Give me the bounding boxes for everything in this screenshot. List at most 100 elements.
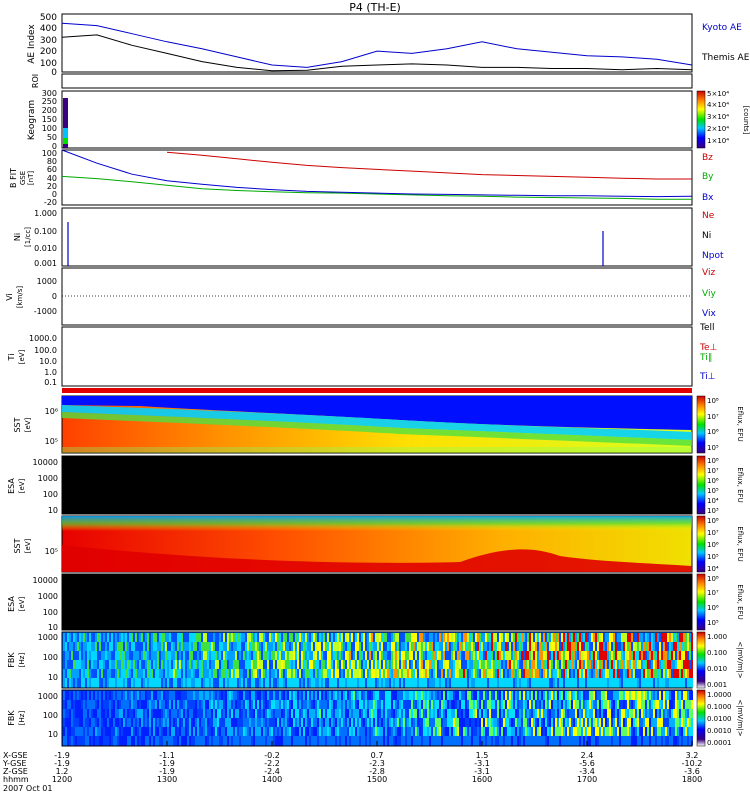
spectrogram-cell [589, 669, 591, 679]
spectrogram-cell [599, 669, 601, 679]
spectrogram-cell [465, 700, 467, 710]
spectrogram-cell [601, 642, 603, 652]
spectrogram-cell [591, 669, 593, 679]
spectrogram-cell [175, 642, 177, 652]
spectrogram-cell [565, 678, 567, 688]
spectrogram-cell [335, 718, 337, 728]
spectrogram-cell [127, 727, 129, 737]
spectrogram-cell [415, 660, 417, 670]
spectrogram-cell [487, 651, 489, 661]
spectrogram-cell [187, 727, 189, 737]
spectrogram-cell [359, 718, 361, 728]
spectrogram-cell [515, 709, 517, 719]
spectrogram-cell [237, 709, 239, 719]
spectrogram-cell [73, 669, 75, 679]
spectrogram-cell [621, 718, 623, 728]
spectrogram-cell [567, 709, 569, 719]
spectrogram-cell [589, 709, 591, 719]
spectrogram-cell [109, 678, 111, 688]
spectrogram-cell [539, 660, 541, 670]
spectrogram-cell [535, 660, 537, 670]
spectrogram-cell [349, 736, 351, 746]
spectrogram-cell [651, 660, 653, 670]
spectrogram-cell [71, 736, 73, 746]
spectrogram-cell [469, 700, 471, 710]
spectrogram-cell [641, 727, 643, 737]
spectrogram-cell [555, 718, 557, 728]
spectrogram-cell [665, 669, 667, 679]
spectrogram-cell [349, 633, 351, 643]
spectrogram-cell [689, 669, 691, 679]
spectrogram-cell [609, 669, 611, 679]
spectrogram-cell [441, 709, 443, 719]
spectrogram-cell [619, 691, 621, 701]
spectrogram-cell [465, 660, 467, 670]
spectrogram-cell [503, 691, 505, 701]
spectrogram-cell [387, 691, 389, 701]
spectrogram-cell [609, 633, 611, 643]
spectrogram-cell [363, 736, 365, 746]
spectrogram-cell [645, 642, 647, 652]
spectrogram-cell [125, 678, 127, 688]
spectrogram-cell [689, 678, 691, 688]
spectrogram-cell [579, 651, 581, 661]
spectrogram-cell [283, 691, 285, 701]
spectrogram-cell [465, 709, 467, 719]
spectrogram-cell [589, 651, 591, 661]
spectrogram-cell [357, 691, 359, 701]
spectrogram-cell [337, 736, 339, 746]
spectrogram-cell [309, 669, 311, 679]
spectrogram-cell [205, 736, 207, 746]
spectrogram-cell [559, 736, 561, 746]
spectrogram-cell [511, 642, 513, 652]
spectrogram-cell [73, 691, 75, 701]
spectrogram-cell [479, 691, 481, 701]
spectrogram-cell [611, 736, 613, 746]
spectrogram-cell [99, 642, 101, 652]
spectrogram-cell [107, 660, 109, 670]
spectrogram-cell [421, 709, 423, 719]
spectrogram-cell [451, 700, 453, 710]
spectrogram-cell [483, 727, 485, 737]
spectrogram-cell [161, 660, 163, 670]
x-tick-label-x: -1.9 [54, 751, 70, 760]
spectrogram-cell [347, 700, 349, 710]
spectrogram-cell [563, 651, 565, 661]
spectrogram-cell [439, 669, 441, 679]
spectrogram-cell [359, 691, 361, 701]
spectrogram-cell [669, 642, 671, 652]
spectrogram-cell [321, 678, 323, 688]
spectrogram-cell [279, 669, 281, 679]
spectrogram-cell [163, 642, 165, 652]
spectrogram-cell [363, 700, 365, 710]
spectrogram-cell [485, 736, 487, 746]
spectrogram-cell [377, 700, 379, 710]
spectrogram-cell [657, 691, 659, 701]
spectrogram-cell [265, 660, 267, 670]
spectrogram-cell [471, 709, 473, 719]
spectrogram-cell [621, 633, 623, 643]
spectrogram-cell [105, 700, 107, 710]
spectrogram-cell [395, 691, 397, 701]
spectrogram-cell [91, 718, 93, 728]
spectrogram-cell [371, 691, 373, 701]
spectrogram-cell [93, 660, 95, 670]
spectrogram-cell [615, 651, 617, 661]
spectrogram-cell [569, 691, 571, 701]
spectrogram-cell [425, 642, 427, 652]
spectrogram-cell [471, 651, 473, 661]
spectrogram-cell [345, 736, 347, 746]
spectrogram-cell [423, 700, 425, 710]
spectrogram-cell [359, 678, 361, 688]
bfield-tick-neg20: -20 [44, 198, 57, 207]
spectrogram-cell [563, 709, 565, 719]
spectrogram-cell [67, 700, 69, 710]
spectrogram-cell [79, 727, 81, 737]
spectrogram-cell [95, 700, 97, 710]
spectrogram-cell [397, 727, 399, 737]
spectrogram-cell [283, 736, 285, 746]
spectrogram-cell [241, 678, 243, 688]
spectrogram-cell [603, 669, 605, 679]
spectrogram-cell [669, 709, 671, 719]
spectrogram-cell [691, 633, 693, 643]
